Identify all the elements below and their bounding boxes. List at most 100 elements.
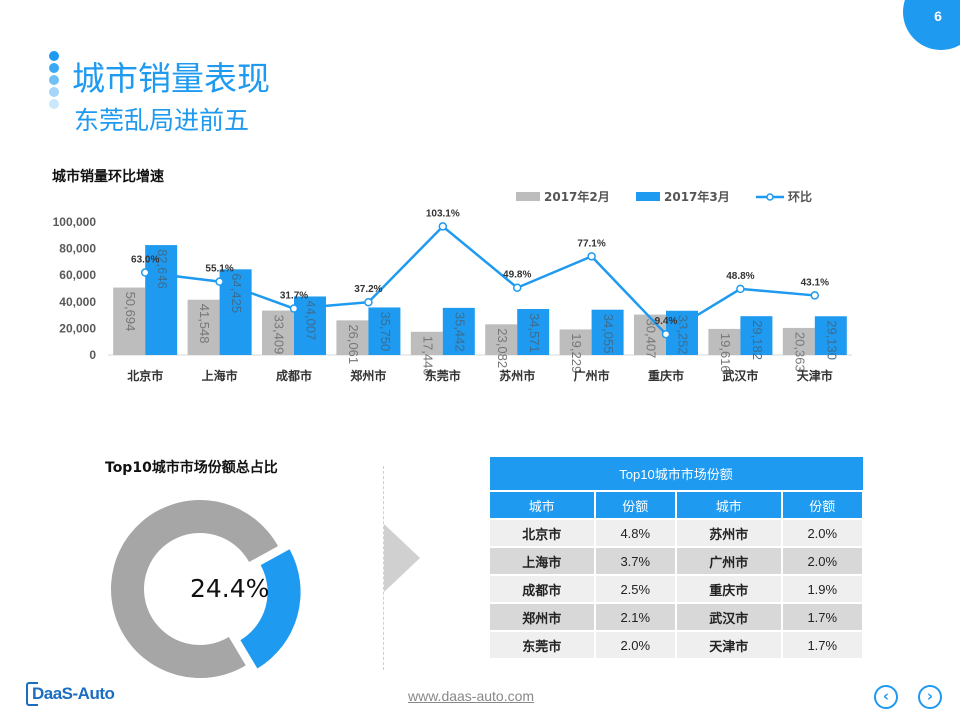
table-cell-city: 郑州市 xyxy=(488,602,596,632)
table-cell-city: 广州市 xyxy=(674,546,783,576)
x-tick-label: 天津市 xyxy=(797,368,833,383)
bar-feb-label: 19,229 xyxy=(569,333,584,373)
table-cell-share: 1.7% xyxy=(780,630,865,660)
growth-point xyxy=(661,329,671,339)
next-page-button[interactable]: › xyxy=(918,685,942,709)
page-number: 6 xyxy=(934,8,942,24)
x-tick-label: 苏州市 xyxy=(499,368,535,383)
growth-label: 63.0% xyxy=(131,255,159,266)
y-tick-label: 60,000 xyxy=(59,268,96,282)
growth-point xyxy=(810,291,820,300)
footer-link[interactable]: www.daas-auto.com xyxy=(408,688,535,704)
legend-line-marker xyxy=(766,193,774,201)
growth-label: 49.8% xyxy=(503,270,531,281)
prev-page-button[interactable]: ‹ xyxy=(874,685,898,709)
table-cell-city: 苏州市 xyxy=(674,518,783,548)
bar-mar-label: 35,442 xyxy=(452,312,467,352)
table-cell-share: 1.7% xyxy=(780,602,865,632)
growth-label: 103.1% xyxy=(426,208,460,219)
bar-feb-label: 19,616 xyxy=(718,333,733,373)
bar-feb xyxy=(782,327,815,355)
table-cell-city: 上海市 xyxy=(488,546,596,576)
bar-feb-label: 50,694 xyxy=(123,292,138,332)
x-tick-label: 广州市 xyxy=(574,368,610,383)
donut-title: Top10城市市场份额总占比 xyxy=(105,460,278,476)
bar-mar xyxy=(442,307,475,355)
table-header-share: 份额 xyxy=(593,490,677,520)
table-cell-share: 2.1% xyxy=(593,602,677,632)
bar-feb xyxy=(410,331,443,355)
bar-mar-label: 29,130 xyxy=(824,320,839,360)
y-tick-label: 80,000 xyxy=(59,242,96,256)
table-header-city: 城市 xyxy=(674,490,783,520)
table-header-share: 份额 xyxy=(780,490,865,520)
table-cell-share: 2.5% xyxy=(593,574,677,604)
growth-point xyxy=(289,304,299,313)
growth-label: 48.8% xyxy=(726,271,754,282)
y-tick-label: 100,000 xyxy=(53,215,97,229)
bar-mar-label: 82,646 xyxy=(155,249,170,289)
growth-label: 55.1% xyxy=(205,264,233,275)
market-share-donut xyxy=(111,500,301,679)
bar-feb xyxy=(113,287,146,355)
legend-label: 环比 xyxy=(788,189,812,204)
bar-feb xyxy=(634,314,666,355)
bar-feb-label: 41,548 xyxy=(197,304,212,344)
bar-mar xyxy=(591,309,624,355)
legend-label: 2017年3月 xyxy=(664,189,730,204)
bar-mar-label: 34,055 xyxy=(601,314,616,354)
table-row: 成都市 2.5% 重庆市 1.9% xyxy=(488,574,865,604)
bar-feb-label: 20,363 xyxy=(792,332,807,372)
x-tick-label: 北京市 xyxy=(127,368,163,383)
bar-feb xyxy=(559,329,592,355)
table-row: 郑州市 2.1% 武汉市 1.7% xyxy=(488,602,865,632)
growth-label: 9.4% xyxy=(655,316,678,327)
chart-title: 城市销量环比增速 xyxy=(52,169,164,185)
bar-feb xyxy=(708,328,741,355)
bar-feb xyxy=(336,320,369,355)
bar-feb-label: 30,407 xyxy=(644,319,659,359)
bar-feb xyxy=(262,310,294,355)
page-subtitle: 东莞乱局进前五 xyxy=(74,106,250,135)
x-tick-label: 成都市 xyxy=(276,368,312,383)
table-cell-share: 3.7% xyxy=(593,546,677,576)
table-caption: Top10城市市场份额 xyxy=(488,456,864,492)
bar-mar-label: 29,182 xyxy=(750,320,765,360)
table-cell-city: 武汉市 xyxy=(674,602,783,632)
arrow-right-icon xyxy=(384,524,420,592)
growth-line xyxy=(145,224,815,336)
legend-swatch xyxy=(636,192,660,201)
page-title: 城市销量表现 xyxy=(72,59,270,98)
market-share-table: Top10城市市场份额 城市 份额 城市 份额 北京市 4.8% 苏州市 2.0% 上海… xyxy=(488,456,865,660)
table-row: 上海市 3.7% 广州市 2.0% xyxy=(488,546,865,576)
legend-swatch xyxy=(516,192,540,201)
growth-label: 31.7% xyxy=(280,291,308,302)
bar-feb xyxy=(485,324,518,355)
donut-slice-rest xyxy=(111,500,278,679)
bar-mar xyxy=(517,309,550,355)
table-cell-city: 东莞市 xyxy=(488,630,596,660)
growth-label: 43.1% xyxy=(801,277,829,288)
table-header-city: 城市 xyxy=(488,490,596,520)
donut-value-label: 24.4% xyxy=(190,574,270,603)
bar-mar-label: 34,571 xyxy=(527,313,542,353)
table-cell-share: 2.0% xyxy=(780,546,865,576)
table-cell-share: 4.8% xyxy=(593,518,677,548)
bar-mar xyxy=(368,307,401,355)
y-tick-label: 0 xyxy=(89,348,96,362)
growth-point xyxy=(438,222,448,231)
table-row: 东莞市 2.0% 天津市 1.7% xyxy=(488,630,865,660)
growth-point xyxy=(215,277,224,286)
growth-label: 37.2% xyxy=(354,284,382,295)
table-cell-share: 2.0% xyxy=(593,630,677,660)
logo-icon xyxy=(26,682,38,706)
table-cell-city: 天津市 xyxy=(674,630,783,660)
bar-mar xyxy=(145,245,178,355)
bar-feb-label: 17,448 xyxy=(420,336,435,376)
x-tick-label: 东莞市 xyxy=(425,368,461,383)
bar-feb-label: 33,409 xyxy=(272,315,287,355)
growth-label: 77.1% xyxy=(577,238,605,249)
bar-feb xyxy=(187,299,220,355)
y-tick-label: 20,000 xyxy=(59,321,96,335)
logo: DaaS-Auto xyxy=(32,684,115,703)
